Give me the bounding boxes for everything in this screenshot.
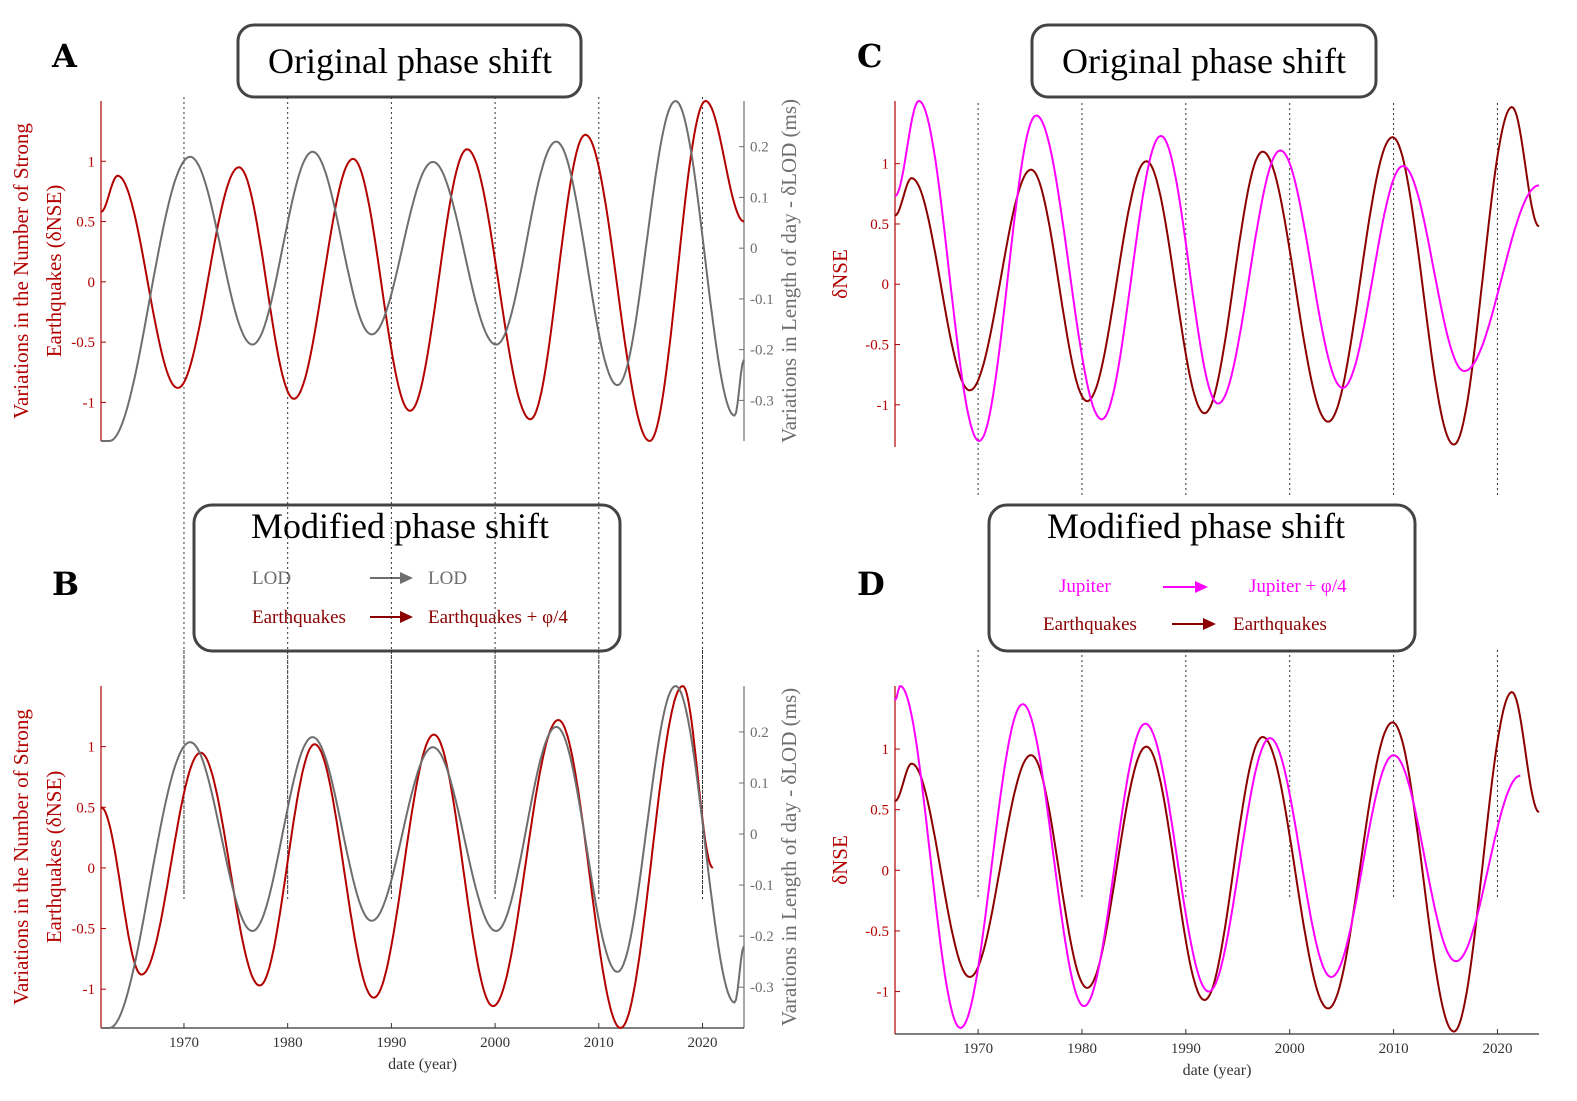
y-tick-label-right: 0.1	[750, 776, 769, 792]
chart-d: -1 -0.5 0 0.5 1 δNSE 1970 1980 1990 2000 2010 2020 d…	[828, 650, 1540, 1079]
y-axis-label: δNSE	[828, 249, 852, 299]
panel-letter-a: A	[51, 37, 78, 75]
y-axis-label-right: Variations in Length of day - δLOD (ms)	[777, 99, 801, 443]
y-tick-label-right: 0.2	[750, 140, 769, 156]
series-line-0	[894, 691, 1540, 1033]
x-tick-label: 1980	[1067, 1041, 1097, 1057]
x-tick-label: 2010	[584, 1035, 614, 1051]
chart-b: -1 -0.5 0 0.5 1 Variations in the Number of S…	[9, 650, 801, 1073]
plots-layer: -1 -0.5 0 0.5 1 Variations in the Number of S…	[9, 97, 1540, 1079]
legend-d-arrow-icon-2	[1203, 618, 1216, 630]
y-tick-label: 0	[88, 861, 96, 877]
title-d: Modified phase shift	[1047, 506, 1345, 546]
y-tick-label: 0.5	[76, 215, 95, 231]
y-tick-label: -1	[83, 982, 96, 998]
title-box-a: Original phase shift	[236, 23, 583, 99]
y-tick-label: 0.5	[76, 800, 95, 816]
x-tick-label: 1980	[273, 1035, 303, 1051]
y-tick-label-right: -0.1	[750, 292, 774, 308]
legend-d-jup-to: Jupiter + φ/4	[1249, 576, 1347, 597]
legend-d-arrow-icon	[1195, 581, 1208, 593]
y-tick-label: 1	[88, 740, 96, 756]
title-box-c: Original phase shift	[1030, 23, 1378, 99]
legend-box-d: Modified phase shift Jupiter Jupiter + φ…	[987, 503, 1417, 653]
legend-d-eq-to: Earthquakes	[1233, 614, 1327, 635]
y-tick-label-right: 0.1	[750, 190, 769, 206]
y-tick-label: -1	[877, 985, 890, 1001]
chart-a: -1 -0.5 0 0.5 1 Variations in the Number of S…	[9, 97, 801, 900]
y-tick-label: 1	[882, 742, 890, 758]
y-axis-label-right: Varations in Length of day - δLOD (ms)	[777, 688, 801, 1026]
panel-letter-d: D	[857, 565, 885, 603]
series-line-1	[894, 99, 1540, 442]
series-line-1	[101, 100, 745, 442]
title-b: Modified phase shift	[251, 506, 549, 546]
panel-letter-b: B	[52, 565, 79, 603]
series-line-1	[101, 685, 745, 1029]
y-axis-label: Variations in the Number of Strong	[9, 123, 33, 419]
y-tick-label: -0.5	[865, 338, 889, 354]
y-tick-label: -1	[83, 395, 96, 411]
y-tick-label-right: -0.3	[750, 393, 774, 409]
y-tick-label: 0	[88, 275, 96, 291]
series-line-0	[100, 685, 714, 1029]
x-tick-label: 2020	[688, 1035, 718, 1051]
x-axis-label: date (year)	[388, 1056, 457, 1073]
title-box-a-frame	[236, 23, 583, 99]
chart-c: -1 -0.5 0 0.5 1 δNSE	[828, 99, 1540, 495]
title-c: Original phase shift	[1062, 41, 1346, 81]
x-tick-label: 2020	[1482, 1041, 1512, 1057]
y-tick-label: 0.5	[870, 217, 889, 233]
y-tick-label: 0	[882, 863, 890, 879]
x-tick-label: 1970	[169, 1035, 199, 1051]
y-tick-label-right: 0.2	[750, 725, 769, 741]
y-tick-label-right: -0.1	[750, 878, 774, 894]
y-tick-label-right: 0	[750, 827, 758, 843]
legend-box-b: Modified phase shift LOD LOD Earthquakes…	[192, 503, 622, 653]
y-tick-label-right: -0.2	[750, 343, 774, 359]
y-tick-label: -0.5	[865, 924, 889, 940]
x-tick-label: 2000	[480, 1035, 510, 1051]
x-tick-label: 2010	[1379, 1041, 1409, 1057]
y-tick-label: -0.5	[71, 922, 95, 938]
y-tick-label: 1	[882, 157, 890, 173]
legend-b-lod-to: LOD	[428, 568, 467, 589]
legend-d-jup-from: Jupiter	[1059, 576, 1111, 597]
y-tick-label: -1	[877, 398, 890, 414]
x-axis-label: date (year)	[1183, 1062, 1252, 1079]
y-axis-label: Earthquakes (δNSE)	[42, 771, 66, 944]
y-tick-label: 0.5	[870, 803, 889, 819]
legend-d-eq-from: Earthquakes	[1043, 614, 1137, 635]
y-tick-label: 0	[882, 277, 890, 293]
legend-b-arrow-icon	[400, 572, 413, 584]
series-line-0	[894, 106, 1540, 446]
legend-b-eq-to: Earthquakes + φ/4	[428, 607, 568, 628]
x-tick-label: 2000	[1275, 1041, 1305, 1057]
legend-b-arrow-icon-2	[400, 611, 413, 623]
legend-b-lod-from: LOD	[252, 568, 291, 589]
panel-letter-c: C	[857, 37, 882, 75]
x-tick-label: 1990	[1171, 1041, 1201, 1057]
y-tick-label-right: -0.2	[750, 929, 774, 945]
legend-b-eq-from: Earthquakes	[252, 607, 346, 628]
title-box-c-frame	[1030, 23, 1378, 99]
title-a: Original phase shift	[268, 41, 552, 81]
y-tick-label: 1	[88, 154, 96, 170]
y-tick-label-right: 0	[750, 241, 758, 257]
series-line-1	[894, 685, 1521, 1029]
y-axis-label: δNSE	[828, 835, 852, 885]
series-line-0	[100, 99, 745, 443]
y-axis-label: Variations in the Number of Strong	[9, 709, 33, 1005]
x-tick-label: 1990	[376, 1035, 406, 1051]
y-axis-label: Earthquakes (δNSE)	[42, 185, 66, 358]
x-tick-label: 1970	[963, 1041, 993, 1057]
y-tick-label: -0.5	[71, 335, 95, 351]
legend-box-d-frame	[987, 503, 1417, 653]
y-tick-label-right: -0.3	[750, 980, 774, 996]
